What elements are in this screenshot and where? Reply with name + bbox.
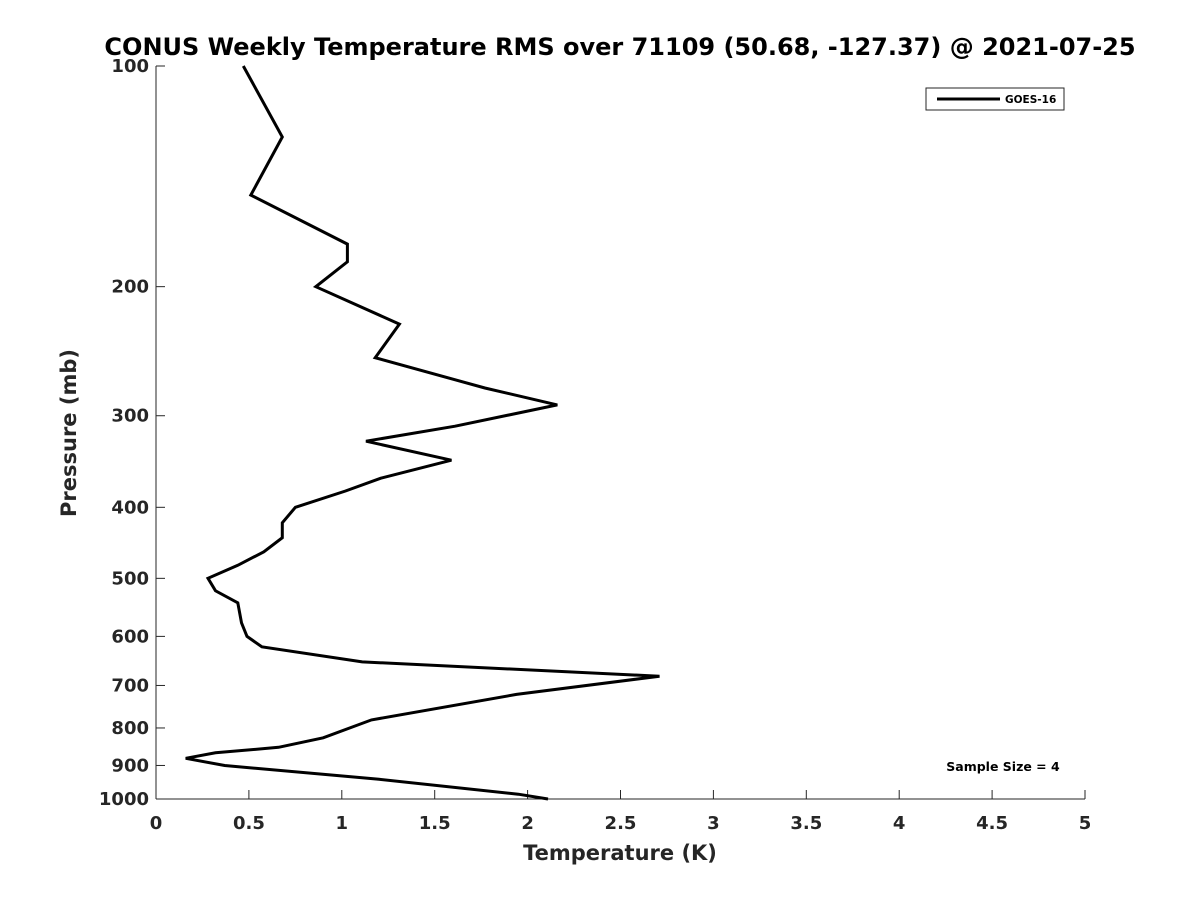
y-axis-label: Pressure (mb) [57,349,81,517]
x-axis-label: Temperature (K) [523,841,717,865]
x-tick-label: 5 [1079,813,1092,834]
y-tick-label: 700 [111,675,149,696]
y-tick-label: 100 [111,56,149,77]
y-tick-label: 900 [111,755,149,776]
series-group [185,65,660,801]
x-axis-ticks: 0 0.5 1 1.5 2 2.5 3 3.5 4 4.5 5 [150,790,1092,834]
y-tick-label: 400 [111,497,149,518]
x-tick-label: 3.5 [790,813,822,834]
y-axis-ticks: 100 200 300 400 500 600 700 800 900 1000 [99,56,165,810]
x-tick-label: 4.5 [976,813,1008,834]
x-tick-label: 1.5 [419,813,451,834]
sample-size-annotation: Sample Size = 4 [946,759,1060,774]
legend: GOES-16 [925,87,1065,111]
y-tick-label: 800 [111,718,149,739]
series-line-goes-16 [185,65,660,801]
y-tick-label: 500 [111,568,149,589]
chart-title: CONUS Weekly Temperature RMS over 71109 … [104,33,1135,61]
x-tick-label: 0 [150,813,163,834]
x-tick-label: 1 [336,813,349,834]
axes [155,66,1085,800]
x-tick-label: 0.5 [233,813,265,834]
y-tick-label: 200 [111,277,149,298]
y-tick-label: 1000 [99,789,149,810]
x-tick-label: 4 [893,813,906,834]
x-tick-label: 2.5 [605,813,637,834]
x-tick-label: 2 [521,813,534,834]
y-tick-label: 600 [111,626,149,647]
legend-label-goes-16: GOES-16 [1005,94,1056,106]
y-tick-label: 300 [111,406,149,427]
x-tick-label: 3 [707,813,720,834]
